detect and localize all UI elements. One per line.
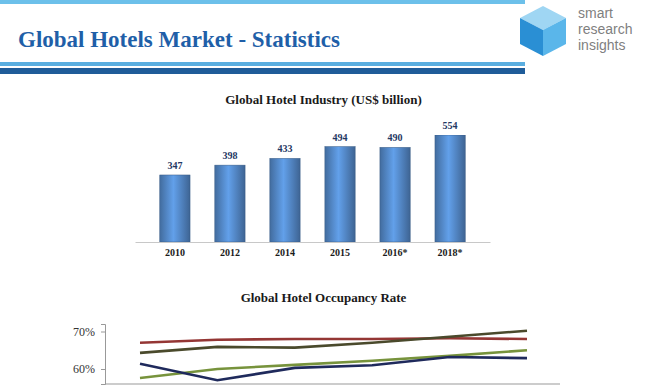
bar: [325, 147, 355, 242]
data-label: 433: [277, 143, 292, 154]
top-strip: [0, 0, 525, 4]
bar: [435, 135, 465, 242]
data-label: 490: [388, 132, 403, 143]
x-tick: 2012: [220, 247, 240, 258]
data-labels: 347 398 433 494 490 554: [167, 120, 457, 171]
logo-face: [520, 18, 543, 56]
logo-icon: [520, 6, 566, 56]
x-tick-label: 2010: [165, 247, 185, 258]
slide: Global Hotels Market - Statistics smartre…: [0, 0, 647, 385]
data-label: 398: [222, 150, 237, 161]
y-tick-mark: [101, 332, 105, 333]
series-line: [140, 338, 527, 343]
series-line: [140, 350, 527, 378]
bar: [160, 175, 190, 242]
bar: [215, 165, 245, 242]
x-tick-label: 2018*: [438, 247, 463, 258]
chart-title: Global Hotel Occupancy Rate: [241, 290, 407, 305]
y-tick: 60%: [73, 362, 105, 376]
x-axis-line: [136, 242, 491, 243]
x-tick: 2015: [330, 247, 350, 258]
header-band-dark: [0, 68, 525, 74]
data-label: 554: [443, 120, 458, 131]
data-label: 347: [167, 160, 182, 171]
x-axis: [105, 384, 560, 385]
lines: [140, 331, 527, 381]
logo-face: [543, 18, 566, 56]
header-band-light: [0, 62, 525, 66]
y-tick-mark: [101, 369, 105, 370]
slide-title: Global Hotels Market - Statistics: [18, 27, 340, 52]
y-tick: 70%: [73, 325, 105, 339]
x-tick: 2010: [165, 247, 185, 258]
data-label: 494: [333, 132, 348, 143]
y-tick-label: 60%: [73, 362, 95, 376]
x-tick-label: 2016*: [383, 247, 408, 258]
x-axis: 2010 2012 2014 2015 2016* 2018*: [136, 243, 491, 259]
y-tick-label: 70%: [73, 325, 95, 339]
series-line: [140, 331, 527, 353]
logo-text: smart: [578, 5, 613, 21]
x-tick-label: 2012: [220, 247, 240, 258]
x-tick: 2014: [275, 247, 295, 258]
chart-title: Global Hotel Industry (US$ billion): [225, 92, 421, 107]
x-tick: 2016*: [383, 247, 408, 258]
bar: [380, 147, 410, 242]
y-axis-line: [101, 325, 106, 385]
series-line: [140, 357, 527, 380]
bar: [270, 158, 300, 242]
logo-text: research: [578, 21, 632, 37]
x-tick: 2018*: [438, 247, 463, 258]
bars: [160, 135, 465, 242]
x-tick-label: 2014: [275, 247, 295, 258]
y-axis: 60% 70%: [73, 325, 106, 385]
logo-text: insights: [578, 37, 625, 53]
x-axis-line: [105, 384, 560, 385]
x-tick-label: 2015: [330, 247, 350, 258]
